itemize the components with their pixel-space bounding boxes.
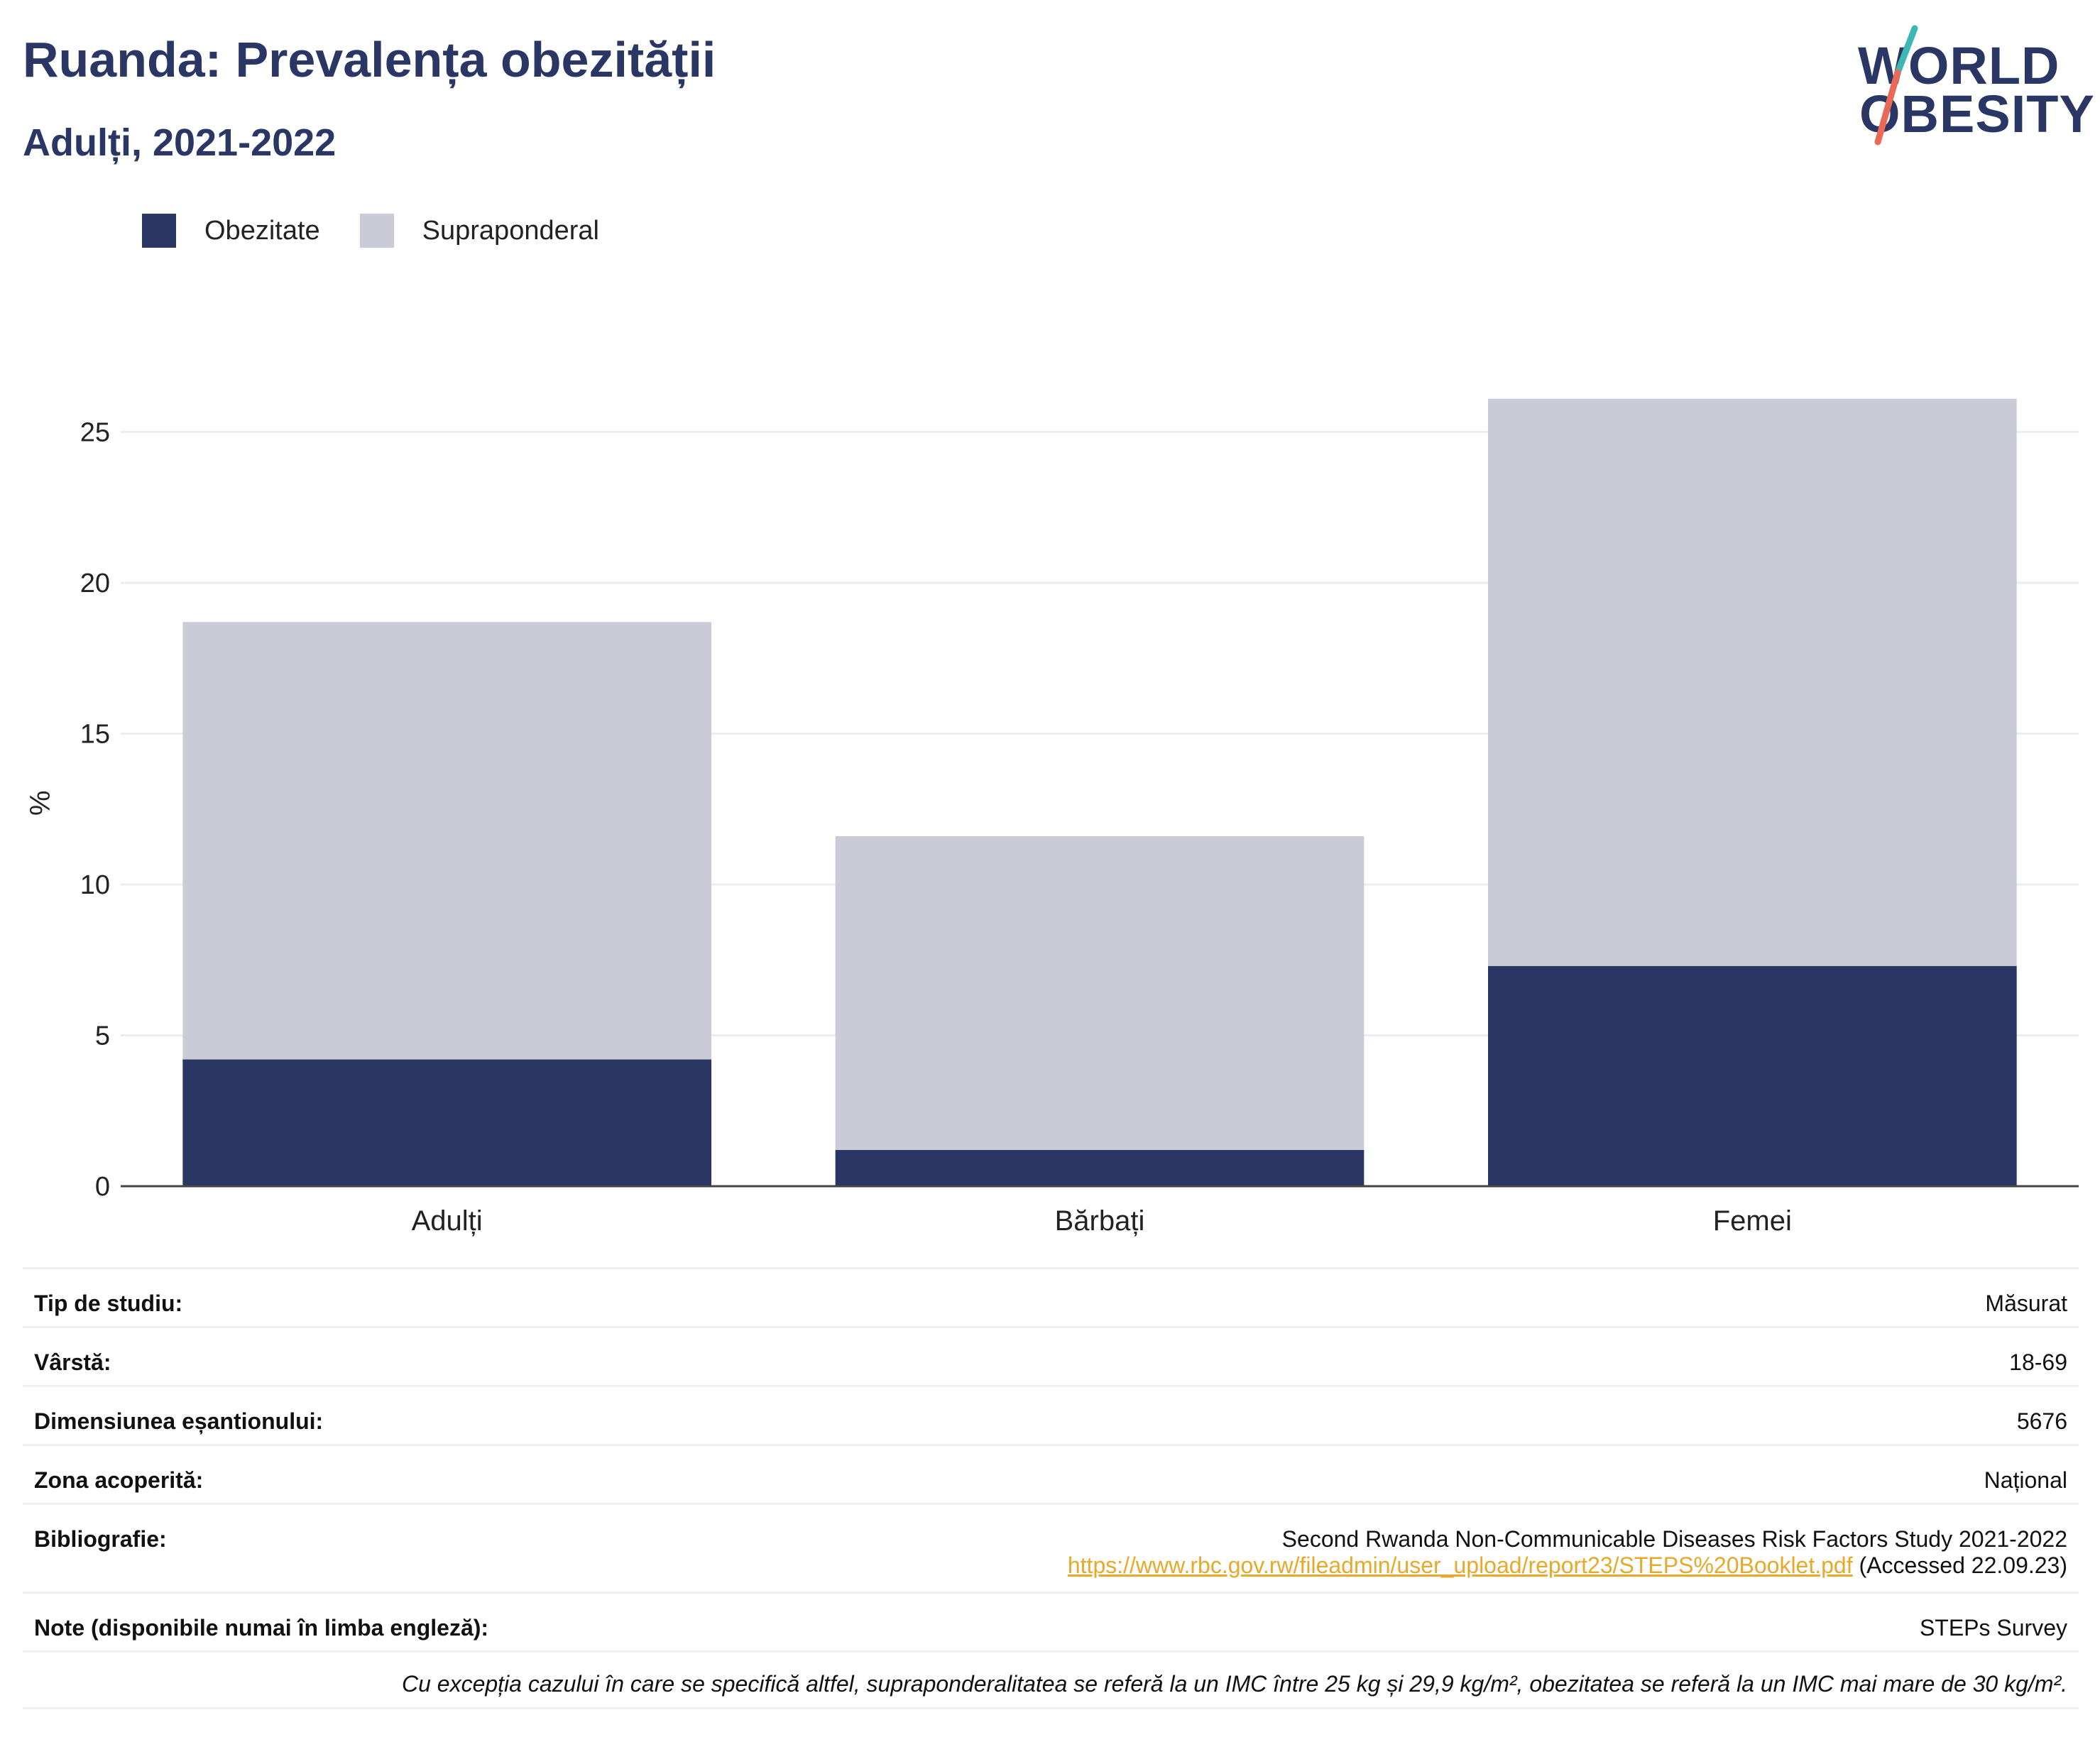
info-row-study-type: Tip de studiu: Măsurat [23,1267,2079,1326]
notes-value: STEPs Survey [1919,1615,2067,1641]
bibliography-label: Bibliografie: [34,1526,167,1552]
y-tick-label-0: 0 [95,1172,110,1202]
legend-label-overweight: Supraponderal [422,215,599,246]
bar-obesity-0 [182,1059,711,1186]
bibliography-title: Second Rwanda Non-Communicable Diseases … [1281,1526,2067,1552]
info-row-sample-size: Dimensiunea eșantionului: 5676 [23,1385,2079,1444]
notes-label: Note (disponibile numai în limba engleză… [34,1615,489,1641]
legend-swatch-obesity [142,214,176,248]
age-value: 18-69 [2009,1349,2067,1375]
info-row-bibliography: Bibliografie: Second Rwanda Non-Communic… [23,1503,2079,1592]
area-value: Național [1984,1467,2067,1493]
age-label: Vârstă: [34,1349,111,1375]
bar-obesity-1 [835,1150,1365,1186]
legend-swatch-overweight [359,214,394,248]
footnote: Cu excepția cazului în care se specifică… [23,1650,2079,1709]
bar-overweight-2 [1488,398,2017,966]
y-tick-label-25: 25 [80,418,110,448]
info-row-notes: Note (disponibile numai în limba engleză… [23,1592,2079,1650]
bar-obesity-2 [1488,965,2017,1186]
info-row-age: Vârstă: 18-69 [23,1326,2079,1385]
bibliography-link[interactable]: https://www.rbc.gov.rw/fileadmin/user_up… [1067,1552,1853,1578]
y-tick-label-5: 5 [95,1022,110,1051]
info-row-area: Zona acoperită: Național [23,1444,2079,1503]
y-axis-label: % [25,790,56,816]
world-obesity-logo[interactable]: WORLD OBESITY [1849,21,2094,149]
chart-legend: Obezitate Supraponderal [142,213,639,248]
logo-line-2: OBESITY [1859,84,2095,143]
page-subtitle: Adulți, 2021-2022 [23,121,337,164]
legend-item-obesity[interactable]: Obezitate [142,214,320,248]
area-label: Zona acoperită: [34,1467,204,1493]
study-type-label: Tip de studiu: [34,1291,183,1316]
stacked-bar-chart: 0 5 10 15 20 25% Adulți Bărbați Femei [25,398,2079,1237]
x-tick-label-0: Adulți [412,1205,483,1237]
bar-overweight-1 [835,836,1365,1150]
y-tick-label-10: 10 [80,870,110,900]
bar-overweight-0 [182,622,711,1060]
y-tick-label-20: 20 [80,569,110,598]
legend-item-overweight[interactable]: Supraponderal [359,214,599,248]
x-tick-label-1: Bărbați [1055,1205,1145,1237]
y-tick-label-15: 15 [80,720,110,750]
x-tick-label-2: Femei [1713,1205,1792,1237]
bibliography-accessed: (Accessed 22.09.23) [1859,1552,2068,1578]
study-type-value: Măsurat [1985,1291,2067,1316]
legend-label-obesity: Obezitate [204,215,320,246]
study-info-table: Tip de studiu: Măsurat Vârstă: 18-69 Dim… [23,1267,2079,1709]
bibliography-value: Second Rwanda Non-Communicable Diseases … [1068,1505,2067,1579]
sample-size-label: Dimensiunea eșantionului: [34,1408,324,1434]
logo-slash-icon [1874,25,1918,146]
page-title: Ruanda: Prevalența obezității [23,32,716,87]
sample-size-value: 5676 [2016,1408,2067,1434]
